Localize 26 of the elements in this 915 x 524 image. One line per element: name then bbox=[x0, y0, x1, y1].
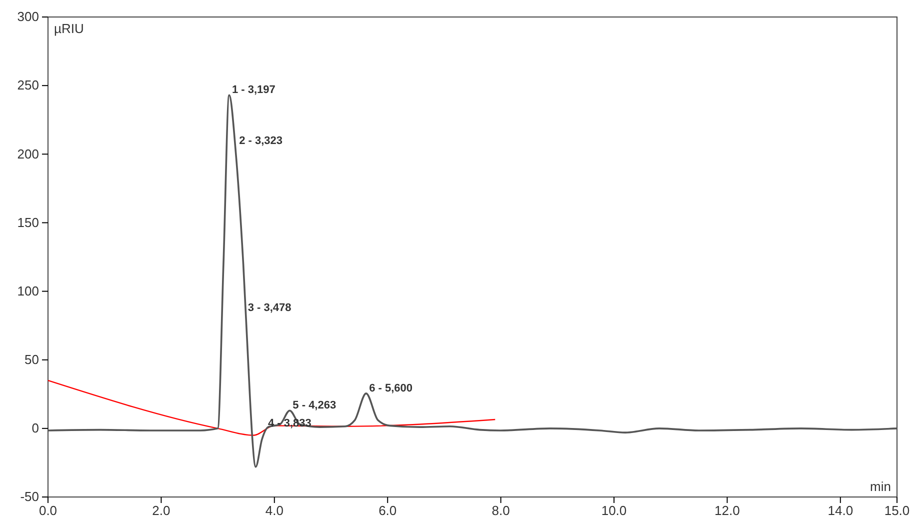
y-tick-label: 0 bbox=[32, 420, 39, 436]
x-tick-label: 4.0 bbox=[265, 503, 284, 518]
y-tick-label: 200 bbox=[17, 146, 39, 162]
annotation: 5 - 4,263 bbox=[292, 400, 336, 412]
x-tick-label: 12.0 bbox=[714, 503, 740, 518]
annotation: 2 - 3,323 bbox=[239, 134, 283, 147]
annotation: 3 - 3,478 bbox=[248, 302, 292, 314]
x-tick-label: 0.0 bbox=[38, 503, 58, 518]
y-tick-label: 50 bbox=[24, 352, 39, 368]
x-axis-title: min bbox=[870, 479, 891, 494]
x-tick-label: 14.0 bbox=[828, 503, 854, 518]
x-tick-label: 8.0 bbox=[492, 503, 510, 518]
y-axis-title: µRIU bbox=[54, 21, 84, 36]
y-tick-label: 300 bbox=[17, 9, 39, 24]
x-tick-label: 10.0 bbox=[601, 503, 627, 518]
y-tick-label: 150 bbox=[17, 214, 39, 230]
x-tick-label: 2.0 bbox=[152, 503, 170, 518]
x-tick-label: 6.0 bbox=[378, 503, 397, 518]
y-tick-label: 100 bbox=[17, 283, 39, 298]
x-tick-label: 15.0 bbox=[884, 503, 910, 518]
y-tick-label: 250 bbox=[17, 78, 39, 93]
line-series bbox=[47, 380, 496, 436]
line-series bbox=[47, 94, 898, 468]
annotation: 1 - 3,197 bbox=[232, 84, 276, 96]
y-tick-label: -50 bbox=[20, 489, 39, 504]
annotation: 6 - 5,600 bbox=[369, 382, 413, 394]
